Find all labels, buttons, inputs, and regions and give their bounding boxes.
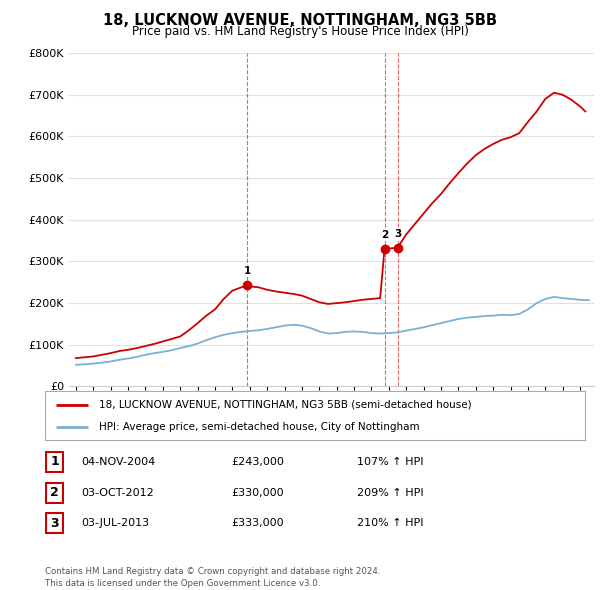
Text: £330,000: £330,000 [231, 488, 284, 497]
Text: 04-NOV-2004: 04-NOV-2004 [81, 457, 155, 467]
FancyBboxPatch shape [46, 513, 63, 533]
Text: £333,000: £333,000 [231, 519, 284, 528]
Text: 1: 1 [50, 455, 59, 468]
Text: 107% ↑ HPI: 107% ↑ HPI [357, 457, 424, 467]
Text: 210% ↑ HPI: 210% ↑ HPI [357, 519, 424, 528]
Text: 2: 2 [50, 486, 59, 499]
Text: 18, LUCKNOW AVENUE, NOTTINGHAM, NG3 5BB (semi-detached house): 18, LUCKNOW AVENUE, NOTTINGHAM, NG3 5BB … [99, 399, 472, 409]
FancyBboxPatch shape [46, 483, 63, 503]
Text: Contains HM Land Registry data © Crown copyright and database right 2024.
This d: Contains HM Land Registry data © Crown c… [45, 567, 380, 588]
FancyBboxPatch shape [46, 452, 63, 472]
Text: £243,000: £243,000 [231, 457, 284, 467]
Text: 18, LUCKNOW AVENUE, NOTTINGHAM, NG3 5BB: 18, LUCKNOW AVENUE, NOTTINGHAM, NG3 5BB [103, 13, 497, 28]
Text: 209% ↑ HPI: 209% ↑ HPI [357, 488, 424, 497]
Text: Price paid vs. HM Land Registry's House Price Index (HPI): Price paid vs. HM Land Registry's House … [131, 25, 469, 38]
Text: 03-JUL-2013: 03-JUL-2013 [81, 519, 149, 528]
Text: 1: 1 [244, 266, 251, 276]
Text: 2: 2 [381, 230, 388, 240]
Text: 03-OCT-2012: 03-OCT-2012 [81, 488, 154, 497]
Text: HPI: Average price, semi-detached house, City of Nottingham: HPI: Average price, semi-detached house,… [99, 422, 419, 432]
Text: 3: 3 [394, 228, 401, 238]
Text: 3: 3 [50, 517, 59, 530]
